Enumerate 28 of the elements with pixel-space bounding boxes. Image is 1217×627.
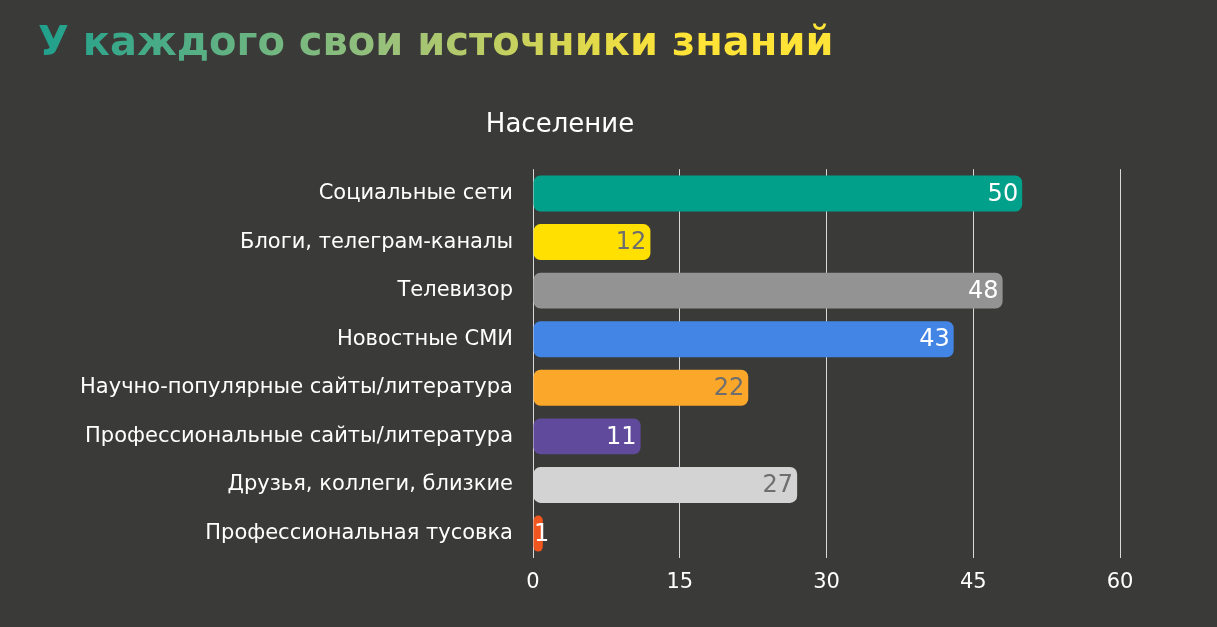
bar	[533, 224, 651, 261]
data-label: 43	[919, 324, 950, 353]
data-label: 48	[968, 275, 999, 304]
y-tick-label: Профессиональные сайты/литература	[85, 422, 513, 447]
y-tick-label: Друзья, коллеги, близкие	[227, 471, 513, 496]
bar	[533, 321, 954, 358]
chart-title: У каждого свои источники знаний	[38, 18, 834, 64]
y-tick-label: Социальные сети	[318, 179, 513, 204]
y-tick-label: Профессиональная тусовка	[205, 519, 513, 544]
y-tick-label: Научно-популярные сайты/литература	[80, 374, 513, 399]
x-tick-label: 15	[666, 568, 694, 593]
bar	[533, 418, 641, 455]
chart-subtitle: Население	[485, 108, 635, 139]
x-tick-label: 0	[526, 568, 540, 593]
x-tick-label: 60	[1106, 568, 1134, 593]
data-label: 50	[987, 178, 1019, 207]
y-tick-label: Телевизор	[396, 277, 513, 302]
bar	[533, 369, 749, 406]
x-tick-label: 45	[959, 568, 987, 593]
y-tick-label: Новостные СМИ	[336, 325, 513, 350]
x-tick-label: 30	[813, 568, 840, 593]
data-label: 22	[713, 373, 745, 402]
data-label: 11	[606, 421, 637, 450]
bar	[533, 272, 1003, 309]
y-tick-label: Блоги, телеграм-каналы	[239, 228, 513, 253]
data-label: 12	[615, 227, 647, 256]
data-label: 27	[762, 470, 794, 499]
bar	[533, 175, 1023, 212]
